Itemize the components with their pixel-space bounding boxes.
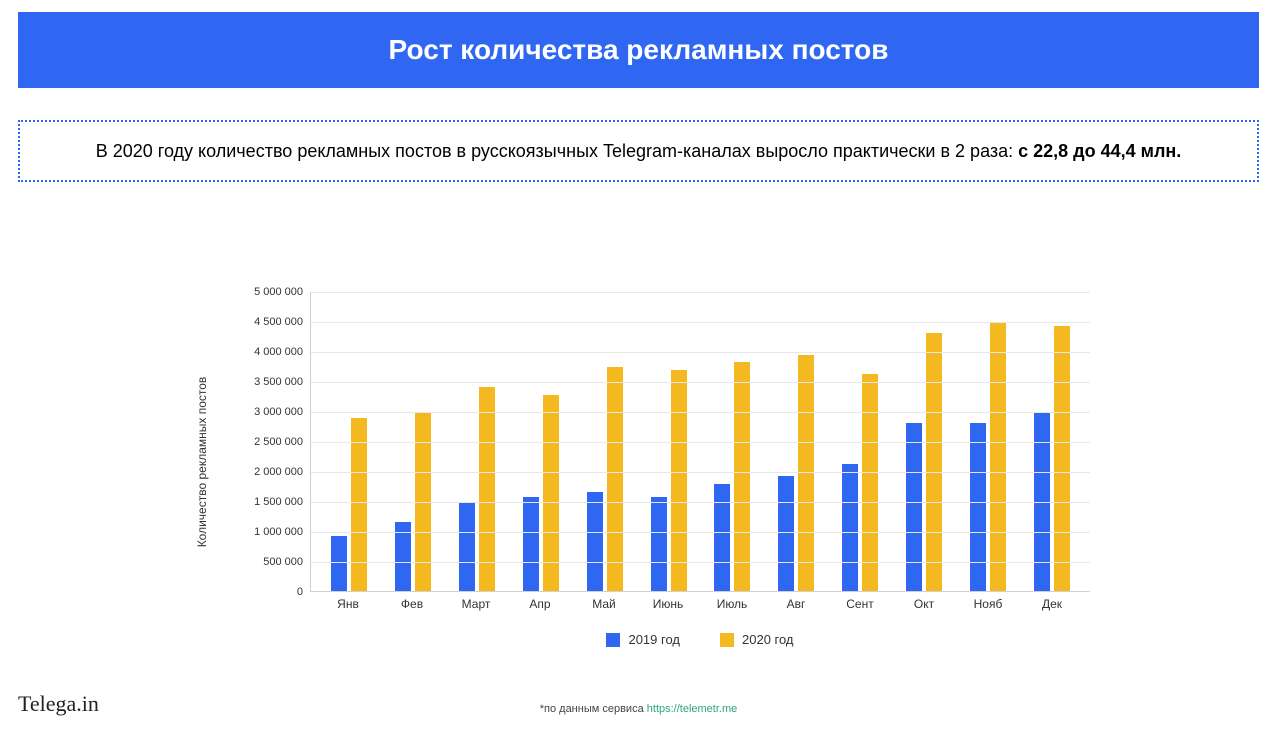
grid-line bbox=[311, 382, 1090, 383]
x-tick-label: Нояб bbox=[956, 597, 1020, 611]
grid-line bbox=[311, 532, 1090, 533]
y-tick-label: 1 500 000 bbox=[254, 496, 303, 508]
bar bbox=[734, 362, 750, 591]
y-tick-label: 1 000 000 bbox=[254, 526, 303, 538]
bar-group bbox=[701, 362, 765, 591]
y-tick-label: 2 000 000 bbox=[254, 466, 303, 478]
y-tick-label: 5 000 000 bbox=[254, 286, 303, 298]
bar bbox=[906, 423, 922, 591]
y-tick-label: 4 500 000 bbox=[254, 316, 303, 328]
x-tick-label: Май bbox=[572, 597, 636, 611]
bar bbox=[970, 423, 986, 591]
subtitle-bold: с 22,8 до 44,4 млн. bbox=[1018, 141, 1181, 161]
x-tick-label: Апр bbox=[508, 597, 572, 611]
header-bar: Рост количества рекламных постов bbox=[18, 12, 1259, 88]
page-title: Рост количества рекламных постов bbox=[18, 34, 1259, 66]
bar-group bbox=[892, 333, 956, 591]
bar bbox=[607, 367, 623, 591]
bar-group bbox=[445, 387, 509, 591]
bar-group bbox=[956, 322, 1020, 591]
bar bbox=[842, 464, 858, 591]
footnote-prefix: *по данным сервиса bbox=[540, 703, 647, 715]
bar bbox=[523, 497, 539, 591]
grid-line bbox=[311, 502, 1090, 503]
grid-line bbox=[311, 322, 1090, 323]
grid-line bbox=[311, 292, 1090, 293]
bar bbox=[714, 484, 730, 591]
bar bbox=[671, 370, 687, 591]
bar bbox=[479, 387, 495, 591]
bar bbox=[778, 476, 794, 591]
y-tick-label: 0 bbox=[297, 586, 303, 598]
grid-line bbox=[311, 442, 1090, 443]
y-tick-label: 4 000 000 bbox=[254, 346, 303, 358]
bar-group bbox=[828, 374, 892, 591]
x-tick-label: Окт bbox=[892, 597, 956, 611]
legend-item: 2020 год bbox=[720, 632, 794, 647]
legend-swatch bbox=[606, 633, 620, 647]
bar bbox=[351, 418, 367, 591]
x-axis-labels: ЯнвФевМартАпрМайИюньИюльАвгСентОктНоябДе… bbox=[310, 597, 1090, 611]
bar bbox=[587, 492, 603, 591]
plot-area: 0500 0001 000 0001 500 0002 000 0002 500… bbox=[310, 292, 1090, 592]
bar-group bbox=[573, 367, 637, 591]
legend-label: 2019 год bbox=[628, 632, 680, 647]
y-tick-label: 3 500 000 bbox=[254, 376, 303, 388]
y-tick-label: 2 500 000 bbox=[254, 436, 303, 448]
x-tick-label: Янв bbox=[316, 597, 380, 611]
x-tick-label: Авг bbox=[764, 597, 828, 611]
x-tick-label: Июль bbox=[700, 597, 764, 611]
logo: Telega.in bbox=[18, 691, 99, 717]
bar bbox=[459, 503, 475, 591]
subtitle-box: В 2020 году количество рекламных постов … bbox=[18, 120, 1259, 182]
y-axis-label: Количество рекламных постов bbox=[195, 377, 209, 548]
bar bbox=[926, 333, 942, 591]
bar bbox=[331, 536, 347, 591]
x-tick-label: Июнь bbox=[636, 597, 700, 611]
bar-group bbox=[1020, 326, 1084, 591]
subtitle-text: В 2020 году количество рекламных постов … bbox=[96, 141, 1018, 161]
x-tick-label: Фев bbox=[380, 597, 444, 611]
bar bbox=[1054, 326, 1070, 591]
y-tick-label: 500 000 bbox=[263, 556, 303, 568]
footnote-link[interactable]: https://telemetr.me bbox=[647, 703, 737, 715]
x-tick-label: Март bbox=[444, 597, 508, 611]
grid-line bbox=[311, 472, 1090, 473]
x-tick-label: Дек bbox=[1020, 597, 1084, 611]
grid-line bbox=[311, 562, 1090, 563]
chart-legend: 2019 год 2020 год bbox=[310, 632, 1090, 647]
grid-line bbox=[311, 412, 1090, 413]
bar-group bbox=[637, 370, 701, 591]
bar-group bbox=[317, 418, 381, 591]
bar-chart: Количество рекламных постов 0500 0001 00… bbox=[220, 292, 1090, 632]
grid-line bbox=[311, 352, 1090, 353]
bar bbox=[651, 497, 667, 591]
y-tick-label: 3 000 000 bbox=[254, 406, 303, 418]
legend-item: 2019 год bbox=[606, 632, 680, 647]
legend-swatch bbox=[720, 633, 734, 647]
x-tick-label: Сент bbox=[828, 597, 892, 611]
legend-label: 2020 год bbox=[742, 632, 794, 647]
bar bbox=[862, 374, 878, 591]
footnote: *по данным сервиса https://telemetr.me bbox=[0, 703, 1277, 715]
bar bbox=[990, 322, 1006, 591]
